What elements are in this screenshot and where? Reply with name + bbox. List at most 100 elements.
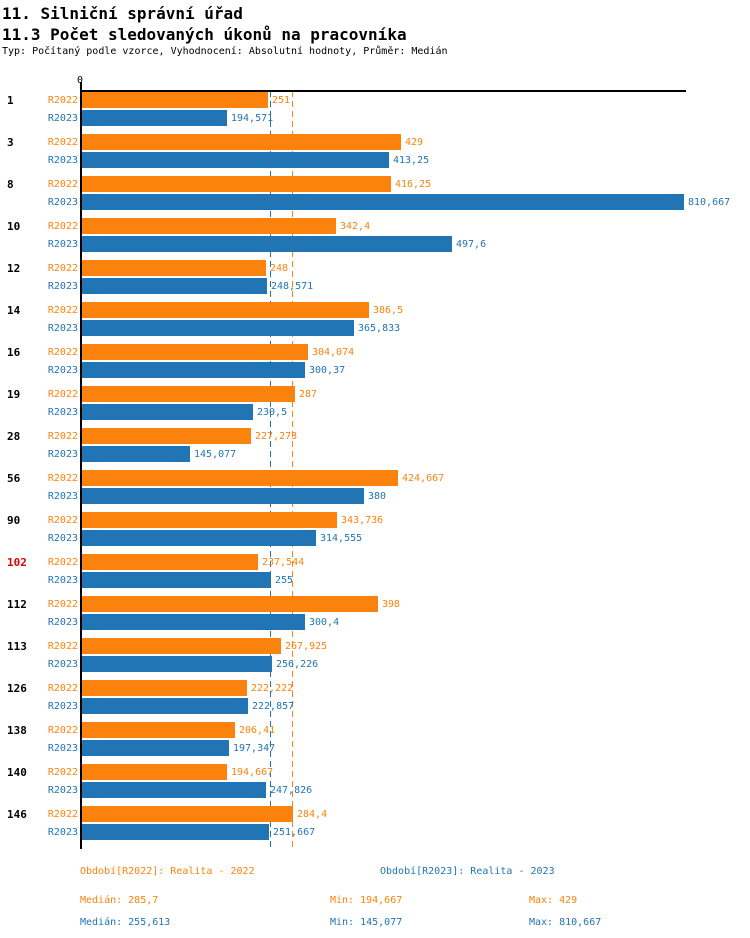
series-label-r2022: R2022: [47, 347, 78, 358]
stat-max-r2022: Max: 429: [529, 895, 578, 906]
series-label-r2023: R2023: [47, 743, 78, 754]
bar-value-label: 248: [270, 263, 289, 274]
bar-r2022: [82, 806, 293, 822]
series-label-r2023: R2023: [47, 197, 78, 208]
bar-r2022: [82, 722, 235, 738]
series-label-r2022: R2022: [47, 305, 78, 316]
x-axis-zero-label: 0: [76, 75, 84, 86]
category-label-12: 12: [7, 262, 21, 275]
bar-value-label: 251: [272, 95, 291, 106]
bar-r2022: [82, 470, 398, 486]
series-label-r2023: R2023: [47, 785, 78, 796]
bar-value-label: 497,6: [456, 239, 487, 250]
series-label-r2022: R2022: [47, 641, 78, 652]
report-subtitle: 11.3 Počet sledovaných úkonů na pracovní…: [2, 25, 407, 44]
bar-r2022: [82, 134, 401, 150]
category-label-140: 140: [7, 766, 27, 779]
series-label-r2022: R2022: [47, 95, 78, 106]
stat-median-r2023: Medián: 255,613: [80, 917, 171, 928]
bar-value-label: 194,667: [231, 767, 274, 778]
category-label-56: 56: [7, 472, 21, 485]
series-label-r2023: R2023: [47, 281, 78, 292]
bar-value-label: 267,925: [285, 641, 328, 652]
bar-value-label: 304,074: [312, 347, 355, 358]
x-axis-line: [80, 90, 686, 92]
bar-value-label: 284,4: [297, 809, 328, 820]
series-label-r2023: R2023: [47, 113, 78, 124]
bar-value-label: 247,826: [270, 785, 313, 796]
series-label-r2023: R2023: [47, 827, 78, 838]
series-label-r2023: R2023: [47, 449, 78, 460]
series-label-r2022: R2022: [47, 515, 78, 526]
bar-value-label: 230,5: [257, 407, 288, 418]
stat-min-r2022: Min: 194,667: [330, 895, 403, 906]
category-label-113: 113: [7, 640, 27, 653]
series-label-r2023: R2023: [47, 323, 78, 334]
bar-r2022: [82, 218, 336, 234]
series-label-r2022: R2022: [47, 179, 78, 190]
bar-r2022: [82, 638, 281, 654]
bar-value-label: 365,833: [358, 323, 401, 334]
bar-value-label: 227,273: [255, 431, 298, 442]
bar-value-label: 300,37: [309, 365, 346, 376]
bar-r2022: [82, 596, 378, 612]
bar-value-label: 429: [405, 137, 424, 148]
series-label-r2022: R2022: [47, 389, 78, 400]
bar-r2023: [82, 110, 227, 126]
series-label-r2023: R2023: [47, 155, 78, 166]
category-label-112: 112: [7, 598, 27, 611]
stat-min-r2023: Min: 145,077: [330, 917, 403, 928]
series-label-r2023: R2023: [47, 701, 78, 712]
bar-value-label: 380: [368, 491, 387, 502]
bar-r2022: [82, 176, 391, 192]
bar-value-label: 256,226: [276, 659, 319, 670]
bar-r2023: [82, 152, 389, 168]
bar-r2023: [82, 530, 316, 546]
bar-value-label: 194,571: [231, 113, 274, 124]
bar-value-label: 145,077: [194, 449, 237, 460]
bar-value-label: 206,41: [239, 725, 276, 736]
bar-r2023: [82, 404, 253, 420]
bar-r2023: [82, 446, 190, 462]
bar-r2023: [82, 320, 354, 336]
bar-r2023: [82, 782, 266, 798]
report-title: 11. Silniční správní úřad: [2, 4, 243, 23]
bar-r2022: [82, 764, 227, 780]
category-label-10: 10: [7, 220, 21, 233]
bar-value-label: 314,555: [320, 533, 363, 544]
bar-value-label: 287: [299, 389, 318, 400]
series-label-r2023: R2023: [47, 365, 78, 376]
series-label-r2022: R2022: [47, 557, 78, 568]
bar-value-label: 222,222: [251, 683, 294, 694]
legend-r2023: Období[R2023]: Realita - 2023: [380, 866, 555, 877]
series-label-r2023: R2023: [47, 575, 78, 586]
bar-value-label: 416,25: [395, 179, 432, 190]
category-label-138: 138: [7, 724, 27, 737]
series-label-r2023: R2023: [47, 407, 78, 418]
series-label-r2022: R2022: [47, 725, 78, 736]
legend-r2022: Období[R2022]: Realita - 2022: [80, 866, 255, 877]
series-label-r2023: R2023: [47, 239, 78, 250]
series-label-r2022: R2022: [47, 683, 78, 694]
category-label-90: 90: [7, 514, 21, 527]
series-label-r2022: R2022: [47, 137, 78, 148]
bar-r2022: [82, 554, 258, 570]
bar-r2022: [82, 344, 308, 360]
bar-r2022: [82, 260, 266, 276]
category-label-19: 19: [7, 388, 21, 401]
bar-r2023: [82, 362, 305, 378]
category-label-126: 126: [7, 682, 27, 695]
category-label-8: 8: [7, 178, 14, 191]
category-label-1: 1: [7, 94, 14, 107]
bar-r2022: [82, 512, 337, 528]
series-label-r2023: R2023: [47, 491, 78, 502]
stat-max-r2023: Max: 810,667: [529, 917, 602, 928]
bar-value-label: 222,857: [252, 701, 295, 712]
category-label-16: 16: [7, 346, 21, 359]
series-label-r2022: R2022: [47, 221, 78, 232]
bar-r2023: [82, 236, 452, 252]
bar-r2022: [82, 302, 369, 318]
category-label-14: 14: [7, 304, 21, 317]
bar-value-label: 398: [382, 599, 401, 610]
